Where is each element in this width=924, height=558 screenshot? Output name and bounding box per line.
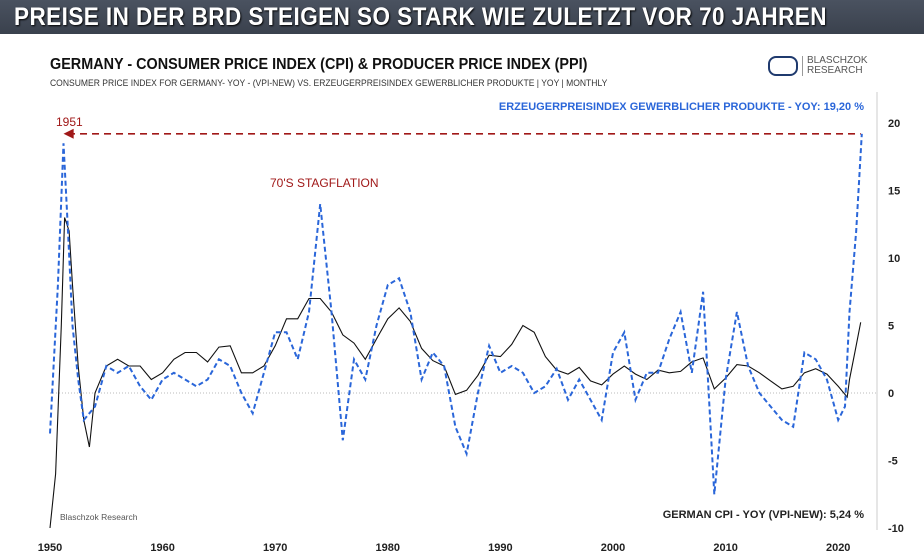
series-line-ppi xyxy=(49,133,863,495)
x-tick-label: 1960 xyxy=(150,542,174,554)
chart-title: GERMANY - CONSUMER PRICE INDEX (CPI) & P… xyxy=(50,56,588,73)
logo-mark-icon xyxy=(768,56,798,76)
logo: BLASCHZOK RESEARCH xyxy=(768,56,868,76)
x-tick-label: 1980 xyxy=(376,542,400,554)
y-tick-label: 15 xyxy=(888,186,900,198)
chart-subtitle: CONSUMER PRICE INDEX FOR GERMANY- YOY - … xyxy=(50,78,608,89)
arrow-left-icon xyxy=(63,128,74,139)
x-tick-label: 1970 xyxy=(263,542,287,554)
x-tick-label: 1950 xyxy=(38,542,62,554)
y-tick-label: -10 xyxy=(888,523,904,535)
watermark: Blaschzok Research xyxy=(60,512,138,522)
ppi-legend-label: ERZEUGERPREISINDEX GEWERBLICHER PRODUKTE… xyxy=(499,101,864,113)
headline-banner: PREISE IN DER BRD STEIGEN SO STARK WIE Z… xyxy=(0,0,924,34)
x-tick-label: 1990 xyxy=(488,542,512,554)
headline: PREISE IN DER BRD STEIGEN SO STARK WIE Z… xyxy=(14,3,827,31)
annotation-1951: 1951 xyxy=(56,115,83,129)
x-tick-label: 2010 xyxy=(713,542,737,554)
cpi-legend-label: GERMAN CPI - YOY (VPI-NEW): 5,24 % xyxy=(663,509,865,521)
series-line-cpi xyxy=(49,217,862,529)
annotation-stagflation: 70'S STAGFLATION xyxy=(270,176,379,190)
y-tick-label: 20 xyxy=(888,118,900,130)
x-tick-label: 2020 xyxy=(826,542,850,554)
logo-line2: RESEARCH xyxy=(807,65,863,76)
y-tick-label: 5 xyxy=(888,321,894,333)
y-tick-label: 10 xyxy=(888,253,900,265)
y-tick-label: -5 xyxy=(888,456,898,468)
y-tick-label: 0 xyxy=(888,388,894,400)
logo-line1: BLASCHZOK xyxy=(807,55,868,66)
x-tick-label: 2000 xyxy=(601,542,625,554)
